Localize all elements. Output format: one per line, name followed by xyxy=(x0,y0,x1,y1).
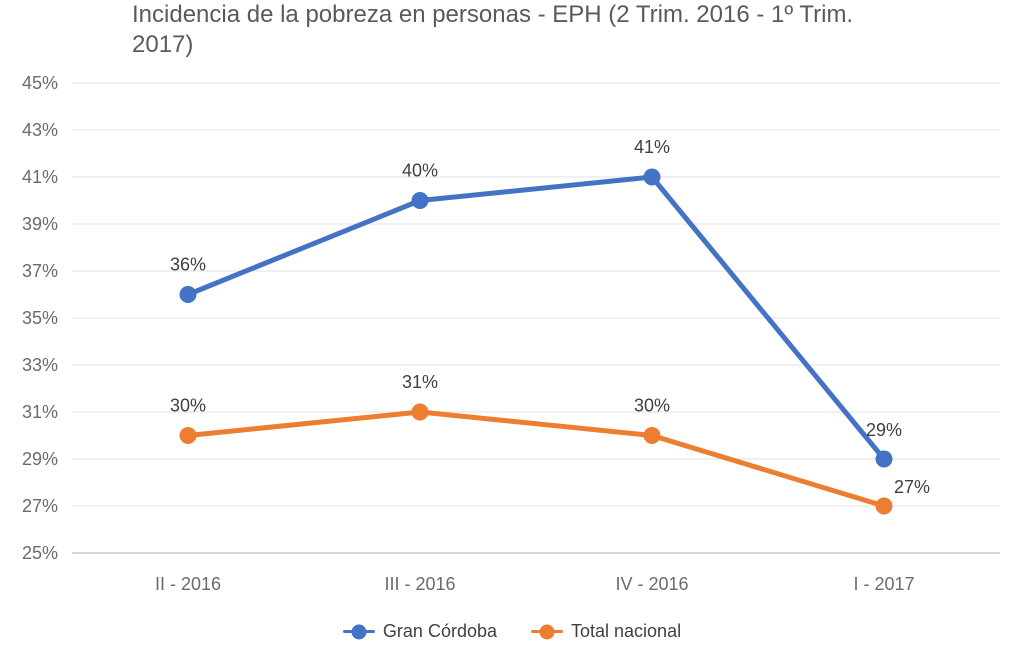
x-tick-label: I - 2017 xyxy=(853,574,914,594)
data-point-marker xyxy=(179,286,197,303)
chart-legend: Gran Córdoba Total nacional xyxy=(0,621,1024,642)
y-tick-label: 43% xyxy=(22,120,58,140)
y-tick-label: 37% xyxy=(22,261,58,281)
y-tick-label: 29% xyxy=(22,449,58,469)
data-point-marker xyxy=(875,497,893,515)
data-point-marker xyxy=(875,450,893,468)
data-point-marker xyxy=(411,403,429,421)
y-tick-label: 25% xyxy=(22,543,58,563)
legend-item-total-nacional: Total nacional xyxy=(531,621,681,642)
data-point-marker xyxy=(179,427,197,444)
y-tick-label: 35% xyxy=(22,308,58,328)
legend-label-total-nacional: Total nacional xyxy=(571,621,682,641)
data-label: 40% xyxy=(402,161,438,181)
data-point-marker xyxy=(411,192,429,209)
chart-title-line1: Incidencia de la pobreza en personas - E… xyxy=(132,1,854,28)
x-tick-label: IV - 2016 xyxy=(615,574,688,594)
data-label: 31% xyxy=(402,372,438,392)
data-label: 27% xyxy=(894,477,930,497)
data-label: 29% xyxy=(866,420,902,440)
legend-item-gran-cordoba: Gran Córdoba xyxy=(342,621,497,642)
x-tick-label: III - 2016 xyxy=(384,574,455,594)
data-label: 41% xyxy=(634,137,670,157)
data-label: 36% xyxy=(170,255,206,275)
legend-dot-swatch xyxy=(351,624,367,639)
chart-title-line2: 2017) xyxy=(132,31,194,58)
data-label: 30% xyxy=(634,396,670,416)
legend-label-gran-cordoba: Gran Córdoba xyxy=(382,621,497,641)
series-line-0 xyxy=(185,174,887,462)
data-label: 30% xyxy=(170,396,206,416)
y-tick-label: 41% xyxy=(22,167,58,187)
chart-title: Incidencia de la pobreza en personas - E… xyxy=(132,0,853,60)
y-tick-label: 45% xyxy=(22,73,58,93)
y-tick-label: 39% xyxy=(22,214,58,234)
data-point-marker xyxy=(643,427,661,444)
y-tick-label: 31% xyxy=(22,402,58,422)
data-point-marker xyxy=(643,168,661,186)
gran-cordoba-line-marker-icon xyxy=(342,624,375,640)
total-nacional-line-marker-icon xyxy=(531,624,563,640)
y-tick-label: 33% xyxy=(22,355,58,375)
series-line-1 xyxy=(185,409,887,509)
x-tick-label: II - 2016 xyxy=(155,574,221,594)
y-tick-label: 27% xyxy=(22,496,58,516)
legend-dot-swatch xyxy=(539,624,555,639)
